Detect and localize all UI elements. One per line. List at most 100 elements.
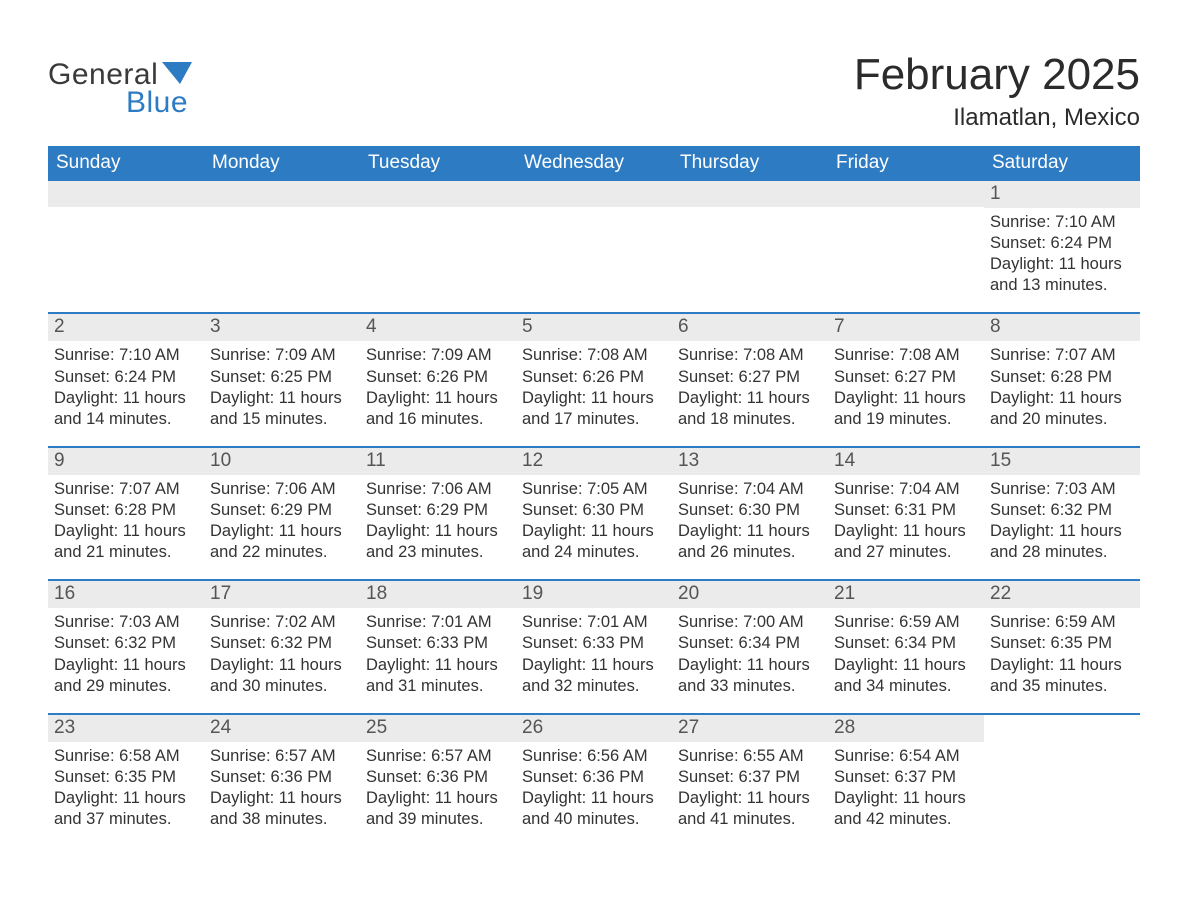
daylight-text: Daylight: 11 hours and 17 minutes. xyxy=(522,388,666,430)
sunset-text: Sunset: 6:32 PM xyxy=(990,500,1134,521)
weeks-container: 1 Sunrise: 7:10 AMSunset: 6:24 PMDaylight… xyxy=(48,181,1140,846)
dow-friday: Friday xyxy=(828,146,984,181)
day-body: Sunrise: 7:10 AMSunset: 6:24 PMDaylight:… xyxy=(48,341,204,445)
sunset-text: Sunset: 6:35 PM xyxy=(54,767,198,788)
day-number: 10 xyxy=(204,448,360,475)
day-body: Sunrise: 6:59 AMSunset: 6:34 PMDaylight:… xyxy=(828,608,984,712)
daylight-text: Daylight: 11 hours and 42 minutes. xyxy=(834,788,978,830)
empty-cell xyxy=(204,181,360,312)
day-cell: 16Sunrise: 7:03 AMSunset: 6:32 PMDayligh… xyxy=(48,581,204,712)
daylight-text: Daylight: 11 hours and 24 minutes. xyxy=(522,521,666,563)
day-number: 25 xyxy=(360,715,516,742)
week-row: 23Sunrise: 6:58 AMSunset: 6:35 PMDayligh… xyxy=(48,713,1140,846)
sunset-text: Sunset: 6:34 PM xyxy=(678,633,822,654)
day-cell: 8Sunrise: 7:07 AMSunset: 6:28 PMDaylight… xyxy=(984,314,1140,445)
daylight-text: Daylight: 11 hours and 23 minutes. xyxy=(366,521,510,563)
dow-saturday: Saturday xyxy=(984,146,1140,181)
sunrise-text: Sunrise: 7:08 AM xyxy=(678,345,822,366)
sunset-text: Sunset: 6:29 PM xyxy=(366,500,510,521)
dow-sunday: Sunday xyxy=(48,146,204,181)
empty-strip xyxy=(204,181,360,207)
day-number: 9 xyxy=(48,448,204,475)
logo-word-blue: Blue xyxy=(126,86,192,120)
sunrise-text: Sunrise: 7:04 AM xyxy=(678,479,822,500)
sunset-text: Sunset: 6:36 PM xyxy=(522,767,666,788)
sunset-text: Sunset: 6:25 PM xyxy=(210,367,354,388)
day-cell: 5Sunrise: 7:08 AMSunset: 6:26 PMDaylight… xyxy=(516,314,672,445)
sunrise-text: Sunrise: 6:58 AM xyxy=(54,746,198,767)
day-body: Sunrise: 7:02 AMSunset: 6:32 PMDaylight:… xyxy=(204,608,360,712)
day-cell: 3Sunrise: 7:09 AMSunset: 6:25 PMDaylight… xyxy=(204,314,360,445)
day-number: 16 xyxy=(48,581,204,608)
sunset-text: Sunset: 6:30 PM xyxy=(678,500,822,521)
sunrise-text: Sunrise: 7:01 AM xyxy=(522,612,666,633)
sunset-text: Sunset: 6:35 PM xyxy=(990,633,1134,654)
sunrise-text: Sunrise: 7:03 AM xyxy=(990,479,1134,500)
daylight-text: Daylight: 11 hours and 16 minutes. xyxy=(366,388,510,430)
dow-tuesday: Tuesday xyxy=(360,146,516,181)
daylight-text: Daylight: 11 hours and 21 minutes. xyxy=(54,521,198,563)
day-number: 22 xyxy=(984,581,1140,608)
sunset-text: Sunset: 6:36 PM xyxy=(366,767,510,788)
flag-icon xyxy=(162,62,192,89)
sunset-text: Sunset: 6:37 PM xyxy=(678,767,822,788)
dow-wednesday: Wednesday xyxy=(516,146,672,181)
sunset-text: Sunset: 6:26 PM xyxy=(366,367,510,388)
day-number: 19 xyxy=(516,581,672,608)
day-body: Sunrise: 7:07 AMSunset: 6:28 PMDaylight:… xyxy=(48,475,204,579)
daylight-text: Daylight: 11 hours and 14 minutes. xyxy=(54,388,198,430)
sunrise-text: Sunrise: 7:08 AM xyxy=(834,345,978,366)
sunrise-text: Sunrise: 7:06 AM xyxy=(366,479,510,500)
day-number: 1 xyxy=(984,181,1140,208)
sunrise-text: Sunrise: 7:10 AM xyxy=(990,212,1134,233)
sunrise-text: Sunrise: 7:02 AM xyxy=(210,612,354,633)
header: General Blue February 2025 Ilamatlan, Me… xyxy=(48,50,1140,142)
sunset-text: Sunset: 6:29 PM xyxy=(210,500,354,521)
day-cell: 20Sunrise: 7:00 AMSunset: 6:34 PMDayligh… xyxy=(672,581,828,712)
sunrise-text: Sunrise: 6:59 AM xyxy=(990,612,1134,633)
day-cell: 12Sunrise: 7:05 AMSunset: 6:30 PMDayligh… xyxy=(516,448,672,579)
day-number: 2 xyxy=(48,314,204,341)
daylight-text: Daylight: 11 hours and 35 minutes. xyxy=(990,655,1134,697)
day-number: 18 xyxy=(360,581,516,608)
day-cell: 21Sunrise: 6:59 AMSunset: 6:34 PMDayligh… xyxy=(828,581,984,712)
day-body: Sunrise: 7:00 AMSunset: 6:34 PMDaylight:… xyxy=(672,608,828,712)
day-number: 20 xyxy=(672,581,828,608)
sunset-text: Sunset: 6:32 PM xyxy=(210,633,354,654)
daylight-text: Daylight: 11 hours and 41 minutes. xyxy=(678,788,822,830)
daylight-text: Daylight: 11 hours and 27 minutes. xyxy=(834,521,978,563)
sunset-text: Sunset: 6:28 PM xyxy=(54,500,198,521)
day-cell: 19Sunrise: 7:01 AMSunset: 6:33 PMDayligh… xyxy=(516,581,672,712)
day-number: 27 xyxy=(672,715,828,742)
day-cell: 26Sunrise: 6:56 AMSunset: 6:36 PMDayligh… xyxy=(516,715,672,846)
day-body: Sunrise: 6:57 AMSunset: 6:36 PMDaylight:… xyxy=(204,742,360,846)
daylight-text: Daylight: 11 hours and 28 minutes. xyxy=(990,521,1134,563)
day-number: 5 xyxy=(516,314,672,341)
daylight-text: Daylight: 11 hours and 33 minutes. xyxy=(678,655,822,697)
daylight-text: Daylight: 11 hours and 40 minutes. xyxy=(522,788,666,830)
day-body: Sunrise: 7:09 AMSunset: 6:25 PMDaylight:… xyxy=(204,341,360,445)
sunrise-text: Sunrise: 7:00 AM xyxy=(678,612,822,633)
day-number: 3 xyxy=(204,314,360,341)
sunset-text: Sunset: 6:26 PM xyxy=(522,367,666,388)
sunset-text: Sunset: 6:32 PM xyxy=(54,633,198,654)
daylight-text: Daylight: 11 hours and 34 minutes. xyxy=(834,655,978,697)
day-body: Sunrise: 7:03 AMSunset: 6:32 PMDaylight:… xyxy=(48,608,204,712)
week-row: 16Sunrise: 7:03 AMSunset: 6:32 PMDayligh… xyxy=(48,579,1140,712)
dow-thursday: Thursday xyxy=(672,146,828,181)
day-number: 23 xyxy=(48,715,204,742)
dow-monday: Monday xyxy=(204,146,360,181)
sunrise-text: Sunrise: 6:55 AM xyxy=(678,746,822,767)
daylight-text: Daylight: 11 hours and 30 minutes. xyxy=(210,655,354,697)
sunrise-text: Sunrise: 6:57 AM xyxy=(366,746,510,767)
day-cell: 2Sunrise: 7:10 AMSunset: 6:24 PMDaylight… xyxy=(48,314,204,445)
day-cell: 22 Sunrise: 6:59 AMSunset: 6:35 PMDayligh… xyxy=(984,581,1140,712)
day-body: Sunrise: 7:04 AMSunset: 6:30 PMDaylight:… xyxy=(672,475,828,579)
sunset-text: Sunset: 6:27 PM xyxy=(834,367,978,388)
calendar-page: General Blue February 2025 Ilamatlan, Me… xyxy=(0,0,1188,886)
day-number: 28 xyxy=(828,715,984,742)
day-number: 4 xyxy=(360,314,516,341)
day-body: Sunrise: 6:58 AMSunset: 6:35 PMDaylight:… xyxy=(48,742,204,846)
day-body: Sunrise: 7:03 AMSunset: 6:32 PMDaylight:… xyxy=(984,475,1140,579)
day-body: Sunrise: 7:07 AMSunset: 6:28 PMDaylight:… xyxy=(984,341,1140,445)
